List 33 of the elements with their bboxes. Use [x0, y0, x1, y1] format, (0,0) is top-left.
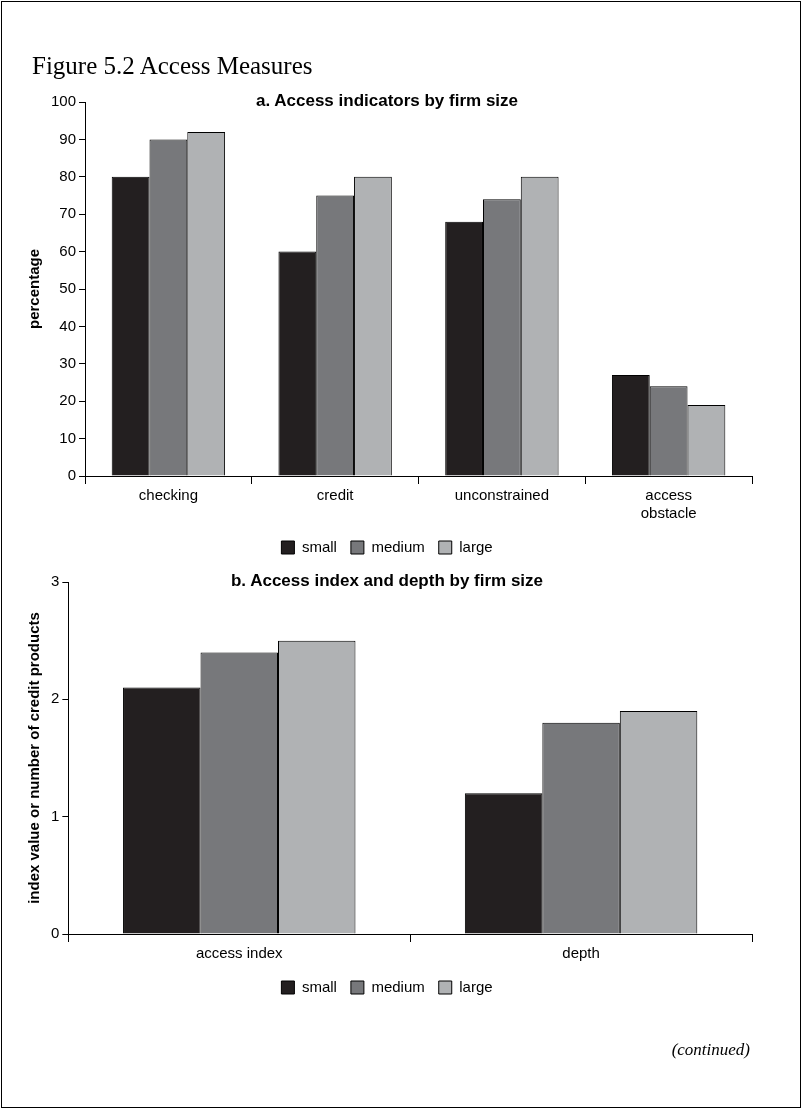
x-tick-label: checking	[138, 486, 198, 504]
x-tick-label: depth	[562, 944, 600, 962]
y-tick-label: 90	[59, 129, 77, 147]
x-tick-label: unconstrained	[454, 486, 549, 504]
legend-label: small	[301, 977, 337, 995]
x-tick-label: access index	[195, 944, 284, 962]
y-tick-label: 80	[59, 166, 77, 184]
y-tick-label: 0	[67, 466, 77, 484]
y-axis-title: percentage	[25, 248, 43, 330]
x-tick-label: credit	[316, 486, 355, 504]
caption: Figure 5.2 Access Measures	[32, 52, 314, 80]
y-tick-label: 0	[51, 924, 60, 942]
legend-label: medium	[371, 537, 425, 555]
legend-label: large	[459, 977, 493, 995]
y-tick-label: 30	[59, 353, 77, 371]
y-tick-label: 50	[59, 279, 77, 297]
y-tick-label: 3	[51, 572, 60, 590]
x-tick-label: access obstacle	[640, 486, 697, 522]
legend-label: large	[459, 537, 493, 555]
y-tick-label: 20	[59, 391, 77, 409]
chart-title: a. Access indicators by firm size	[255, 91, 519, 111]
y-tick-label: 10	[59, 428, 77, 446]
y-tick-label: 70	[59, 204, 77, 222]
chart-title: b. Access index and depth by firm size	[230, 571, 544, 591]
legend-label: medium	[371, 977, 425, 995]
legend-label: small	[301, 537, 337, 555]
y-tick-label: 100	[51, 92, 77, 110]
y-tick-label: 60	[59, 241, 77, 259]
y-axis-title: index value or number of credit products	[25, 612, 43, 904]
y-tick-label: 2	[51, 689, 60, 707]
y-tick-label: 1	[51, 806, 60, 824]
y-tick-label: 40	[59, 316, 77, 334]
text: (continued)	[670, 1040, 750, 1060]
